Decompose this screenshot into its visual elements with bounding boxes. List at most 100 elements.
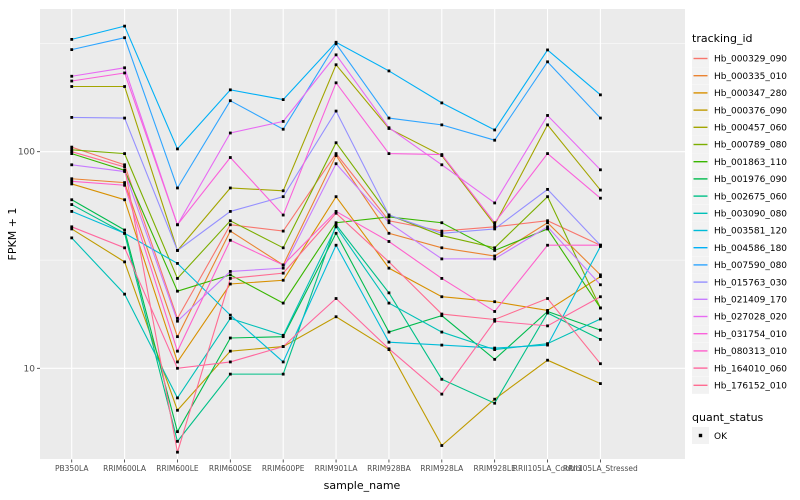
data-point [387,213,391,217]
data-point [599,295,602,299]
data-point [493,310,497,313]
data-point [334,63,338,67]
data-point [281,263,285,267]
data-point [387,340,391,344]
data-point [123,183,126,187]
legend-item: Hb_007590_080 [692,256,787,274]
data-point [493,249,497,252]
data-point [546,297,549,300]
data-point [70,37,74,41]
data-point [334,81,338,85]
data-point [599,116,602,120]
data-point [70,182,74,186]
x-tick-label: RRIM600SE [209,464,252,473]
data-point [123,231,126,235]
legend-item-label: Hb_015763_030 [714,278,787,288]
data-point [546,311,549,315]
data-point [228,270,232,273]
legend-item-label: Hb_004586_180 [714,244,787,254]
data-point [123,66,126,70]
data-point [546,152,549,156]
legend-item-label: Hb_176152_010 [714,382,787,392]
legend-item-label: Hb_080313_010 [714,347,787,357]
data-point [334,231,338,235]
data-point [176,335,179,339]
data-point [546,195,549,199]
data-point [546,219,549,223]
data-point [493,319,497,323]
data-point [70,152,74,156]
data-point [493,225,497,229]
data-point [440,314,444,318]
data-point [70,177,74,181]
data-point [387,291,391,295]
data-point [387,301,391,305]
legend-title-tracking-id: tracking_id [692,32,753,45]
data-point [281,372,285,376]
data-point [70,179,74,183]
data-point [493,318,497,321]
legend-item: Hb_164010_060 [692,359,787,377]
data-point [334,53,338,57]
legend-item: Hb_001863_110 [692,153,787,171]
data-point [123,152,126,156]
data-point [387,330,391,334]
data-point [123,170,126,173]
data-point [70,210,74,213]
data-point [176,396,179,400]
data-point [70,79,74,83]
legend-item-label: Hb_007590_080 [714,261,787,271]
legend-title-quant-status: quant_status [692,411,764,424]
data-point [440,277,444,280]
x-tick-label: RRII105LA_Control [513,464,583,473]
data-point [599,93,602,97]
data-point [70,227,74,231]
data-point [334,211,338,215]
data-point [387,69,391,73]
data-point [440,123,444,127]
legend-item-label: Hb_000329_090 [714,55,787,65]
data-point [176,262,179,265]
data-point [176,289,179,293]
data-point [440,153,444,156]
data-point [440,257,444,261]
legend-quant-label: OK [714,432,728,442]
data-point [281,360,285,364]
data-point [281,271,285,275]
data-point [123,36,126,40]
data-point [599,196,602,200]
data-point [546,221,549,225]
data-point [334,40,338,44]
y-axis-title: FPKM + 1 [6,208,19,261]
data-point [281,120,285,123]
data-point [440,246,444,250]
data-point [440,163,444,167]
data-point [334,243,338,247]
data-point [546,324,549,328]
data-point [228,88,232,92]
data-point [387,221,391,225]
data-point [228,316,232,320]
data-point [546,48,549,52]
data-point [387,347,391,351]
data-point [70,198,74,202]
data-point [440,101,444,105]
data-point [334,223,338,227]
data-point [546,243,549,247]
x-tick-label: RRII105LA_Stressed [563,464,638,473]
x-tick-label: RRIM928LE [474,464,517,473]
data-point [281,333,285,337]
data-point [123,228,126,232]
data-point [440,330,444,334]
data-point [281,301,285,305]
data-point [176,430,179,434]
legend-item-label: Hb_000376_090 [714,106,787,116]
data-point [546,123,549,127]
data-point [176,186,179,190]
data-point [440,343,444,347]
data-point [493,401,497,405]
x-tick-label: RRIM600LE [156,464,199,473]
data-point [70,145,74,149]
data-point [176,319,179,323]
